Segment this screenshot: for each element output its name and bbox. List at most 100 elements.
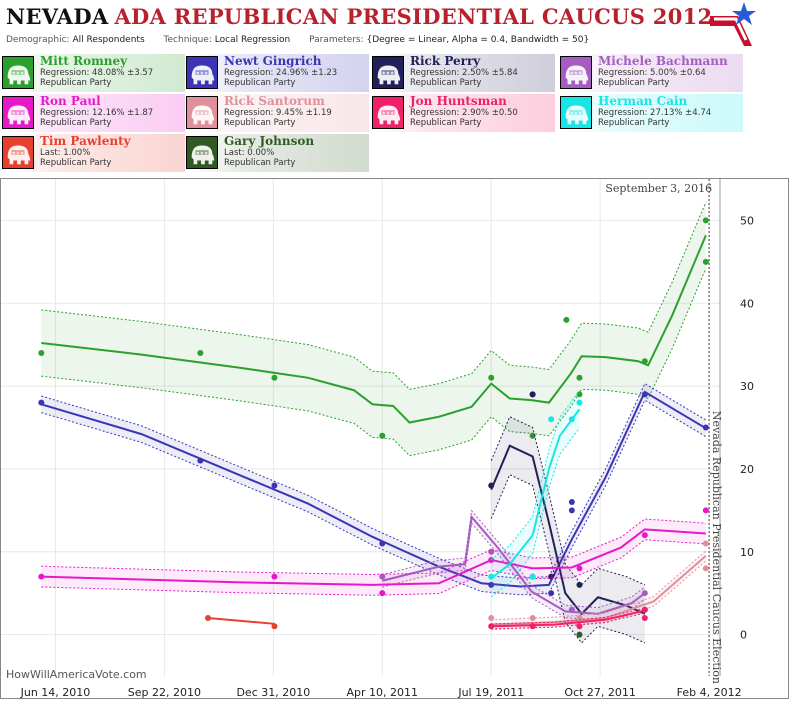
data-point (576, 565, 583, 572)
data-point (641, 615, 648, 622)
data-point (271, 623, 278, 630)
x-tick-label: Jun 14, 2010 (20, 686, 91, 699)
y-tick-label: 30 (740, 380, 754, 393)
data-point (702, 565, 709, 572)
annotation-date: September 3, 2016 (605, 182, 712, 195)
data-point (568, 416, 575, 423)
data-point (488, 482, 495, 489)
data-point (379, 432, 386, 439)
candidate-name: Gary Johnson (224, 134, 315, 148)
svg-text:★★★: ★★★ (12, 110, 25, 116)
data-point (197, 457, 204, 464)
candidate-stat: Regression: 12.16% ±1.87 (40, 108, 154, 118)
candidate-card[interactable]: ★★★ Ron Paul Regression: 12.16% ±1.87 Repub… (2, 94, 185, 132)
parameters-value: {Degree = Linear, Alpha = 0.4, Bandwidth… (366, 35, 590, 45)
parameters-label: Parameters: (309, 35, 364, 45)
data-point (641, 358, 648, 365)
candidate-name: Michele Bachmann (598, 54, 728, 68)
candidate-card[interactable]: ★★★ Rick Perry Regression: 2.50% ±5.84 Repu… (372, 54, 555, 92)
data-point (563, 316, 570, 323)
candidate-card[interactable]: ★★★ Michele Bachmann Regression: 5.00% ±0.… (560, 54, 743, 92)
data-point (548, 416, 555, 423)
candidate-name: Ron Paul (40, 94, 101, 108)
svg-text:★★★: ★★★ (570, 110, 583, 116)
data-point (641, 606, 648, 613)
y-tick-label: 40 (740, 297, 754, 310)
data-point (641, 391, 648, 398)
candidate-card[interactable]: ★★★ Jon Huntsman Regression: 2.90% ±0.50 Re… (372, 94, 555, 132)
candidate-card[interactable]: ★★★ Newt Gingrich Regression: 24.96% ±1.23… (186, 54, 369, 92)
band-lower (41, 399, 707, 596)
candidate-party: Republican Party (40, 118, 112, 128)
x-tick-label: Dec 31, 2010 (236, 686, 310, 699)
candidate-stat: Regression: 27.13% ±4.74 (598, 108, 712, 118)
data-point (702, 507, 709, 514)
y-tick-label: 50 (740, 214, 754, 227)
data-point (271, 482, 278, 489)
candidate-card[interactable]: ★★★ Mitt Romney Regression: 48.08% ±3.57 Re… (2, 54, 185, 92)
elephant-icon: ★★★ (2, 96, 34, 129)
candidate-party: Republican Party (224, 78, 296, 88)
candidate-card[interactable]: ★★★ Gary Johnson Last: 0.00% Republican Par… (186, 134, 369, 172)
candidate-party: Republican Party (224, 158, 296, 168)
data-point (576, 623, 583, 630)
x-tick-label: Oct 27, 2011 (564, 686, 636, 699)
confidence-band (491, 550, 706, 630)
watermark: HowWillAmericaVote.com (6, 668, 147, 681)
candidate-party: Republican Party (410, 78, 482, 88)
x-tick-label: Sep 22, 2010 (128, 686, 201, 699)
svg-text:★★★: ★★★ (12, 150, 25, 156)
candidate-stat: Regression: 24.96% ±1.23 (224, 68, 338, 78)
data-point (576, 399, 583, 406)
star-flag-logo (708, 2, 756, 50)
band-lower (41, 268, 707, 457)
technique-label: Technique: (163, 35, 212, 45)
candidate-stat: Regression: 2.50% ±5.84 (410, 68, 518, 78)
data-point (702, 424, 709, 431)
candidate-stat: Last: 0.00% (224, 148, 275, 158)
trend-line (490, 408, 581, 580)
poll-chart: 0 10 20 30 40 50 Jun 14, 2010 Sep 22, 2010 Dec 3… (0, 178, 789, 699)
candidate-name: Jon Huntsman (410, 94, 507, 108)
candidate-card[interactable]: ★★★ Herman Cain Regression: 27.13% ±4.74 Re… (560, 94, 743, 132)
candidate-stat: Regression: 9.45% ±1.19 (224, 108, 332, 118)
data-point (568, 606, 575, 613)
parameters-line: Demographic: All Respondents Technique: … (6, 35, 605, 45)
confidence-band (41, 519, 706, 596)
data-point (576, 631, 583, 638)
candidate-card[interactable]: ★★★ Tim Pawlenty Last: 1.00% Republican Par… (2, 134, 185, 172)
trend-line (382, 514, 646, 615)
data-point (204, 615, 211, 622)
elephant-icon: ★★★ (186, 136, 218, 169)
candidate-name: Tim Pawlenty (40, 134, 131, 148)
band-upper (490, 390, 580, 561)
trend-line (41, 390, 707, 588)
data-point (529, 615, 536, 622)
candidate-card[interactable]: ★★★ Rick Santorum Regression: 9.45% ±1.19 R… (186, 94, 369, 132)
technique-value: Local Regression (214, 35, 291, 45)
band-upper (41, 518, 706, 576)
band-lower (491, 560, 707, 631)
data-point (38, 573, 45, 580)
y-tick-label: 10 (740, 546, 754, 559)
election-label: Nevada Republican Presidential Caucus El… (710, 411, 723, 684)
data-point (488, 581, 495, 588)
demographic-label: Demographic: (6, 35, 70, 45)
x-tick-label: Feb 4, 2012 (677, 686, 742, 699)
candidate-name: Mitt Romney (40, 54, 128, 68)
candidate-party: Republican Party (40, 78, 112, 88)
data-point (576, 581, 583, 588)
confidence-band (41, 202, 706, 456)
band-upper (491, 550, 707, 621)
data-point (641, 532, 648, 539)
data-point (379, 573, 386, 580)
x-tick-label: Jul 19, 2011 (457, 686, 524, 699)
candidate-party: Republican Party (224, 118, 296, 128)
band-upper (491, 607, 645, 625)
svg-text:★★★: ★★★ (382, 110, 395, 116)
chart-frame (0, 178, 789, 699)
candidate-party: Republican Party (598, 118, 670, 128)
data-point (488, 573, 495, 580)
data-point (529, 623, 536, 630)
data-point (197, 349, 204, 356)
